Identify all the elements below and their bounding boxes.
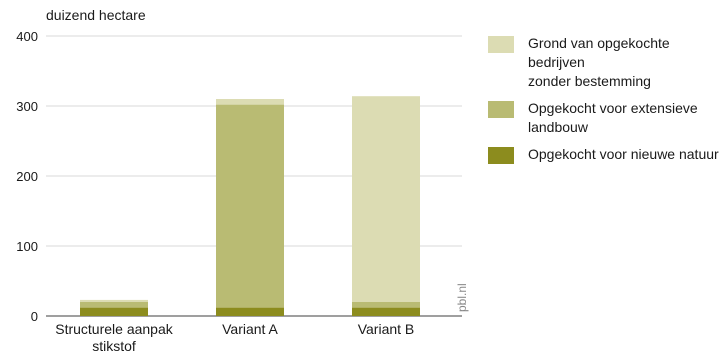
y-tick-label: 0 bbox=[31, 309, 38, 324]
legend-label: Opgekocht voor extensieve landbouw bbox=[528, 100, 698, 135]
pbl-watermark: pbl.nl bbox=[455, 283, 469, 312]
legend-swatch bbox=[488, 101, 514, 118]
bar-segment bbox=[216, 104, 284, 308]
bar-segment bbox=[216, 99, 284, 105]
legend-label: Grond van opgekochte bedrijven zonder be… bbox=[528, 35, 670, 89]
bar-segment bbox=[352, 96, 420, 302]
bar-segment bbox=[216, 307, 284, 316]
bar-segment bbox=[80, 302, 148, 308]
legend-item: Opgekocht voor extensieve landbouw bbox=[488, 99, 728, 137]
bars bbox=[80, 96, 420, 316]
y-tick-label: 200 bbox=[16, 169, 38, 184]
legend-swatch bbox=[488, 36, 514, 53]
x-axis-ticks: Structurele aanpak stikstof Variant A Varia… bbox=[55, 321, 414, 352]
x-tick-label: Structurele aanpak stikstof bbox=[55, 321, 174, 352]
y-tick-label: 100 bbox=[16, 239, 38, 254]
x-tick-label: Variant A bbox=[222, 321, 278, 337]
y-axis-label: duizend hectare bbox=[46, 7, 146, 23]
bar-segment bbox=[80, 307, 148, 316]
x-tick-label: Variant B bbox=[358, 321, 415, 337]
legend: Grond van opgekochte bedrijven zonder be… bbox=[488, 34, 728, 172]
legend-item: Grond van opgekochte bedrijven zonder be… bbox=[488, 34, 728, 91]
bar-segment bbox=[352, 302, 420, 308]
y-axis-ticks: 0 100 200 300 400 bbox=[16, 29, 38, 324]
bar-segment bbox=[352, 307, 420, 316]
legend-label: Opgekocht voor nieuwe natuur bbox=[528, 146, 719, 162]
y-tick-label: 400 bbox=[16, 29, 38, 44]
y-tick-label: 300 bbox=[16, 99, 38, 114]
legend-swatch bbox=[488, 147, 514, 164]
legend-item: Opgekocht voor nieuwe natuur bbox=[488, 145, 728, 164]
bar-segment bbox=[80, 299, 148, 302]
